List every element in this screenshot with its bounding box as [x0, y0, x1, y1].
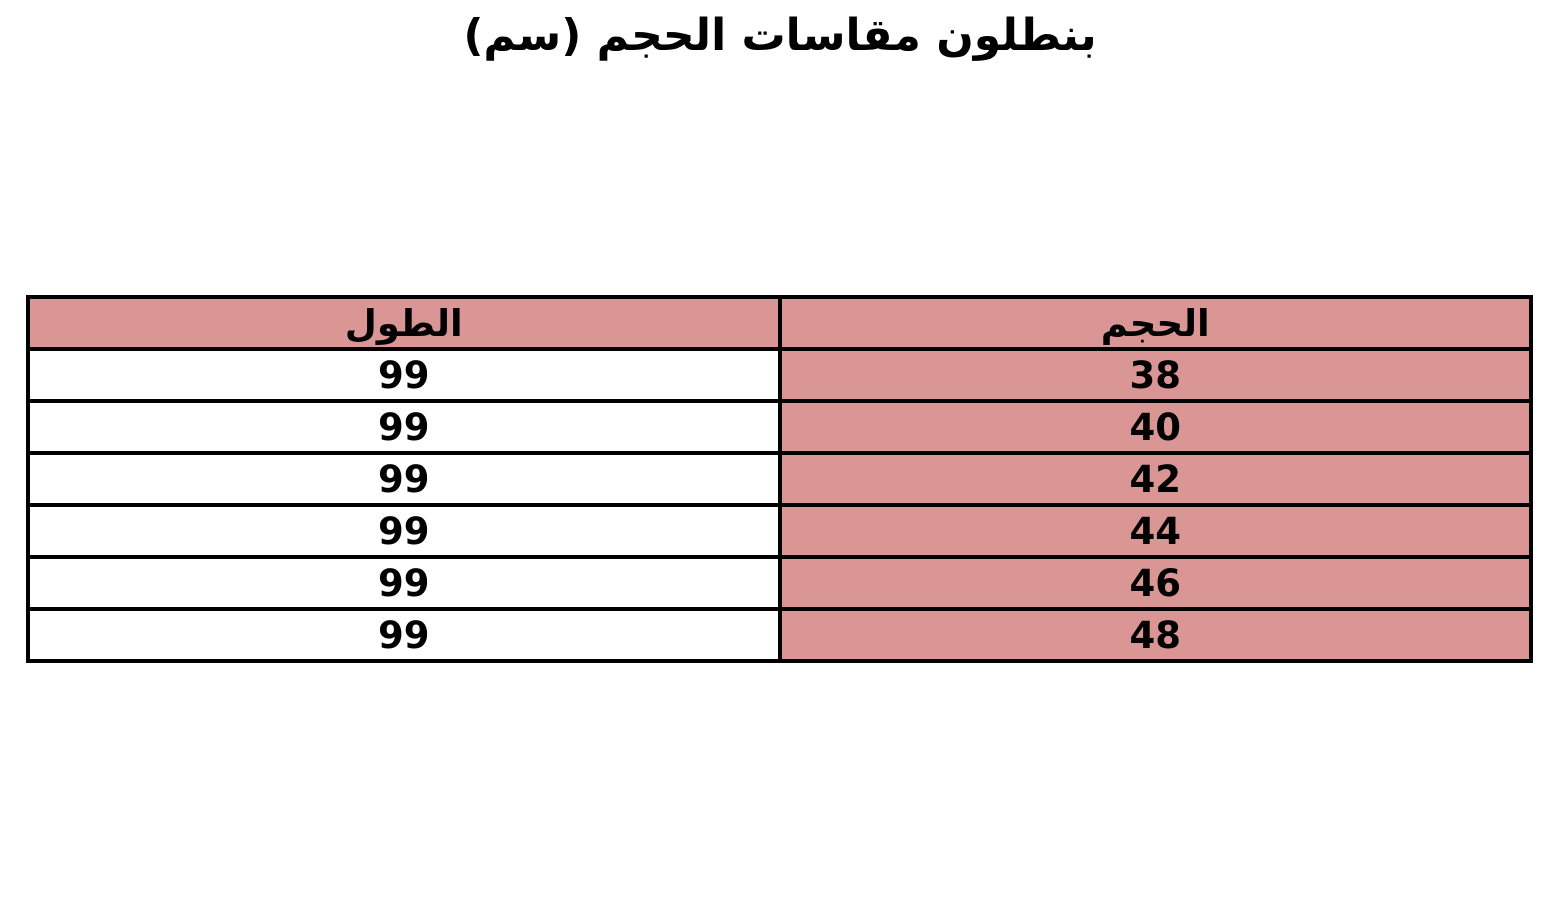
length-cell: 99: [26, 503, 782, 559]
header-size: الحجم: [777, 295, 1533, 351]
table-row: 44 99: [26, 503, 1533, 559]
length-cell: 99: [26, 399, 782, 455]
size-cell: 40: [777, 399, 1533, 455]
size-cell: 48: [777, 607, 1533, 663]
length-cell: 99: [26, 347, 782, 403]
table-row: 48 99: [26, 607, 1533, 663]
header-length: الطول: [26, 295, 782, 351]
length-cell: 99: [26, 555, 782, 611]
size-cell: 42: [777, 451, 1533, 507]
size-cell: 38: [777, 347, 1533, 403]
table-row: 46 99: [26, 555, 1533, 611]
table-row: 42 99: [26, 451, 1533, 507]
header-row: الحجم الطول: [26, 295, 1533, 351]
length-cell: 99: [26, 607, 782, 663]
length-cell: 99: [26, 451, 782, 507]
table-body: 38 99 40 99 42 99 44 99 46 99 48 99: [26, 347, 1533, 663]
page-title: بنطلون مقاسات الحجم (سم): [463, 10, 1097, 61]
size-cell: 44: [777, 503, 1533, 559]
size-chart-table: الحجم الطول 38 99 40 99 42 99 44 99 46 99 48 99: [26, 295, 1533, 663]
size-cell: 46: [777, 555, 1533, 611]
table-row: 38 99: [26, 347, 1533, 403]
table-row: 40 99: [26, 399, 1533, 455]
